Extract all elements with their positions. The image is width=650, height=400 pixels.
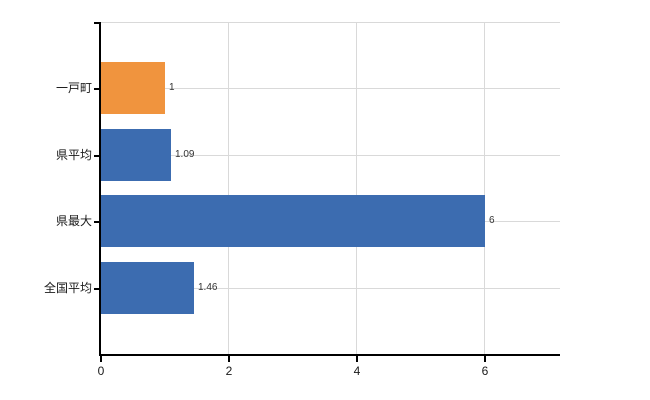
x-tick-label: 6 xyxy=(481,364,489,378)
gridline-vertical xyxy=(228,22,229,354)
gridline-horizontal xyxy=(100,88,560,89)
bar xyxy=(101,129,171,181)
category-label: 県最大 xyxy=(55,214,92,228)
category-label: 一戸町 xyxy=(55,81,92,95)
x-axis-tick xyxy=(228,356,230,362)
gridline-horizontal xyxy=(100,155,560,156)
gridline-horizontal xyxy=(100,22,560,23)
x-tick-label: 4 xyxy=(353,364,361,378)
value-label: 1.09 xyxy=(175,149,195,160)
category-label: 全国平均 xyxy=(43,281,92,295)
y-axis-tick xyxy=(94,155,100,157)
bar xyxy=(101,262,194,314)
x-axis-line xyxy=(99,354,560,356)
bar xyxy=(101,195,485,247)
y-axis-tick xyxy=(94,288,100,290)
y-axis-line xyxy=(99,22,101,354)
value-label: 1 xyxy=(169,82,175,93)
x-axis-tick xyxy=(356,356,358,362)
category-label: 県平均 xyxy=(55,148,92,162)
gridline-horizontal xyxy=(100,288,560,289)
y-axis-tick xyxy=(94,88,100,90)
x-axis-tick xyxy=(484,356,486,362)
x-tick-label: 2 xyxy=(225,364,233,378)
bar xyxy=(101,62,165,114)
x-tick-label: 0 xyxy=(97,364,105,378)
gridline-vertical xyxy=(484,22,485,354)
x-axis-tick xyxy=(100,356,102,362)
y-axis-tick xyxy=(94,22,100,24)
y-axis-tick xyxy=(94,221,100,223)
value-label: 1.46 xyxy=(198,282,218,293)
gridline-vertical xyxy=(356,22,357,354)
value-label: 6 xyxy=(489,215,495,226)
